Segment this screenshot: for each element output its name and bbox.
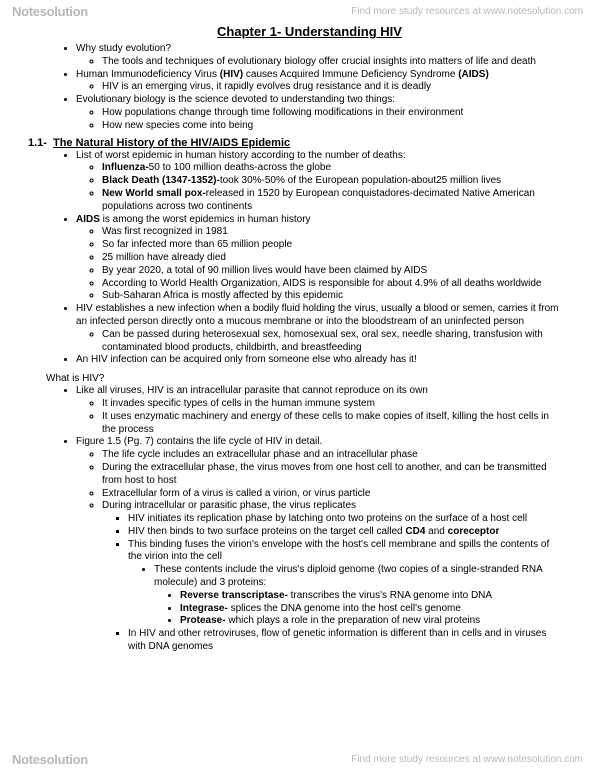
intro-list: Why study evolution? The tools and techn… [58,43,561,133]
list-item: Why study evolution? The tools and techn… [76,43,561,69]
list-item: By year 2020, a total of 90 million live… [102,265,561,278]
list-item: AIDS is among the worst epidemics in hum… [76,214,561,304]
watermark-tagline: Find more study resources at www.notesol… [351,754,583,765]
watermark-footer: Notesolution Find more study resources a… [0,748,595,770]
list-item: These contents include the virus's diplo… [154,564,561,628]
list-item: It invades specific types of cells in th… [102,398,561,411]
list-item: During intracellular or parasitic phase,… [102,500,561,654]
whatishiv-list: Like all viruses, HIV is an intracellula… [58,385,561,654]
list-item: New World small pox-released in 1520 by … [102,188,561,214]
list-item: HIV establishes a new infection when a b… [76,303,561,354]
list-item: How new species come into being [102,120,561,133]
list-item: The life cycle includes an extracellular… [102,449,561,462]
document-body: Chapter 1- Understanding HIV Why study e… [0,0,595,678]
list-item: Sub-Saharan Africa is mostly affected by… [102,290,561,303]
list-item: Influenza-50 to 100 million deaths-acros… [102,162,561,175]
list-item: It uses enzymatic machinery and energy o… [102,411,561,437]
list-item: Protease- which plays a role in the prep… [180,615,561,628]
list-item: Reverse transcriptase- transcribes the v… [180,590,561,603]
list-item: Black Death (1347-1352)-took 30%-50% of … [102,175,561,188]
list-item: Like all viruses, HIV is an intracellula… [76,385,561,436]
list-item: According to World Health Organization, … [102,278,561,291]
list-item: HIV initiates its replication phase by l… [128,513,561,526]
sub-heading: What is HIV? [46,373,561,384]
list-item: An HIV infection can be acquired only fr… [76,354,561,367]
section1-list: List of worst epidemic in human history … [58,150,561,368]
watermark-logo: Notesolution [12,4,88,19]
list-item: Can be passed during heterosexual sex, h… [102,329,561,355]
list-item: Human Immunodeficiency Virus (HIV) cause… [76,69,561,95]
list-item: List of worst epidemic in human history … [76,150,561,214]
chapter-title: Chapter 1- Understanding HIV [58,24,561,39]
list-item: How populations change through time foll… [102,107,561,120]
section-heading: 1.1-The Natural History of the HIV/AIDS … [28,137,561,149]
list-item: 25 million have already died [102,252,561,265]
list-item: Integrase- splices the DNA genome into t… [180,603,561,616]
watermark-tagline: Find more study resources at www.notesol… [351,6,583,17]
list-item: During the extracellular phase, the viru… [102,462,561,488]
list-item: Evolutionary biology is the science devo… [76,94,561,132]
list-item: In HIV and other retroviruses, flow of g… [128,628,561,654]
list-item: Figure 1.5 (Pg. 7) contains the life cyc… [76,436,561,654]
list-item: HIV then binds to two surface proteins o… [128,526,561,539]
list-item: So far infected more than 65 million peo… [102,239,561,252]
section-number: 1.1- [28,137,47,149]
list-item: The tools and techniques of evolutionary… [102,56,561,69]
list-item: Extracellular form of a virus is called … [102,488,561,501]
watermark-header: Notesolution Find more study resources a… [0,0,595,22]
list-item: This binding fuses the virion's envelope… [128,539,561,629]
list-item: HIV is an emerging virus, it rapidly evo… [102,81,561,94]
list-item: Was first recognized in 1981 [102,226,561,239]
watermark-logo: Notesolution [12,752,88,767]
